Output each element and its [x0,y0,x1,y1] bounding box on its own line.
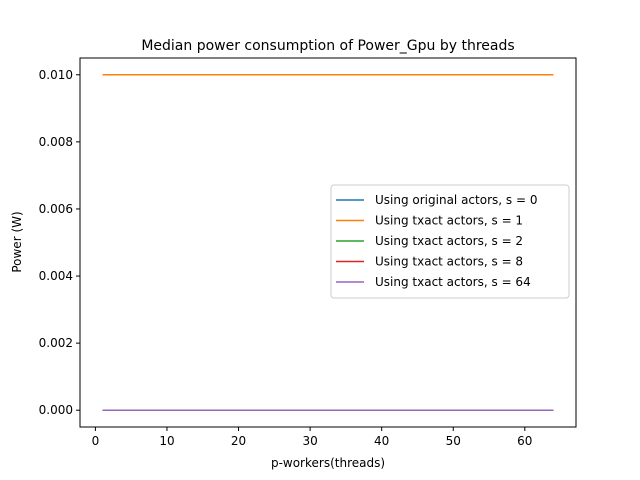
y-tick-label: 0.004 [39,269,73,283]
y-tick-label: 0.006 [39,202,73,216]
legend-label-4: Using txact actors, s = 64 [375,275,531,289]
y-tick-label: 0.002 [39,336,73,350]
x-tick-label: 30 [302,434,317,448]
legend-label-1: Using txact actors, s = 1 [375,214,523,228]
x-tick-label: 40 [374,434,389,448]
x-axis-label: p-workers(threads) [271,456,385,470]
y-tick-label: 0.000 [39,403,73,417]
x-tick-label: 0 [92,434,100,448]
legend-label-3: Using txact actors, s = 8 [375,255,523,269]
y-tick-label: 0.008 [39,135,73,149]
legend-box [330,184,570,299]
x-tick-label: 60 [517,434,532,448]
y-tick-label: 0.010 [39,68,73,82]
x-tick-label: 50 [446,434,461,448]
y-axis-label: Power (W) [10,211,24,272]
series-layer [102,74,554,411]
chart-title: Median power consumption of Power_Gpu by… [141,38,514,54]
x-tick-label: 20 [231,434,246,448]
x-tick-label: 10 [159,434,174,448]
legend-label-0: Using original actors, s = 0 [375,193,537,207]
legend-label-2: Using txact actors, s = 2 [375,234,523,248]
plot-frame [79,57,577,428]
y-axis: 0.000 0.002 0.004 0.006 0.008 0.010 [39,68,80,417]
x-axis: 0 10 20 30 40 50 60 [92,427,532,448]
legend: Using original actors, s = 0 Using txact … [330,184,570,299]
